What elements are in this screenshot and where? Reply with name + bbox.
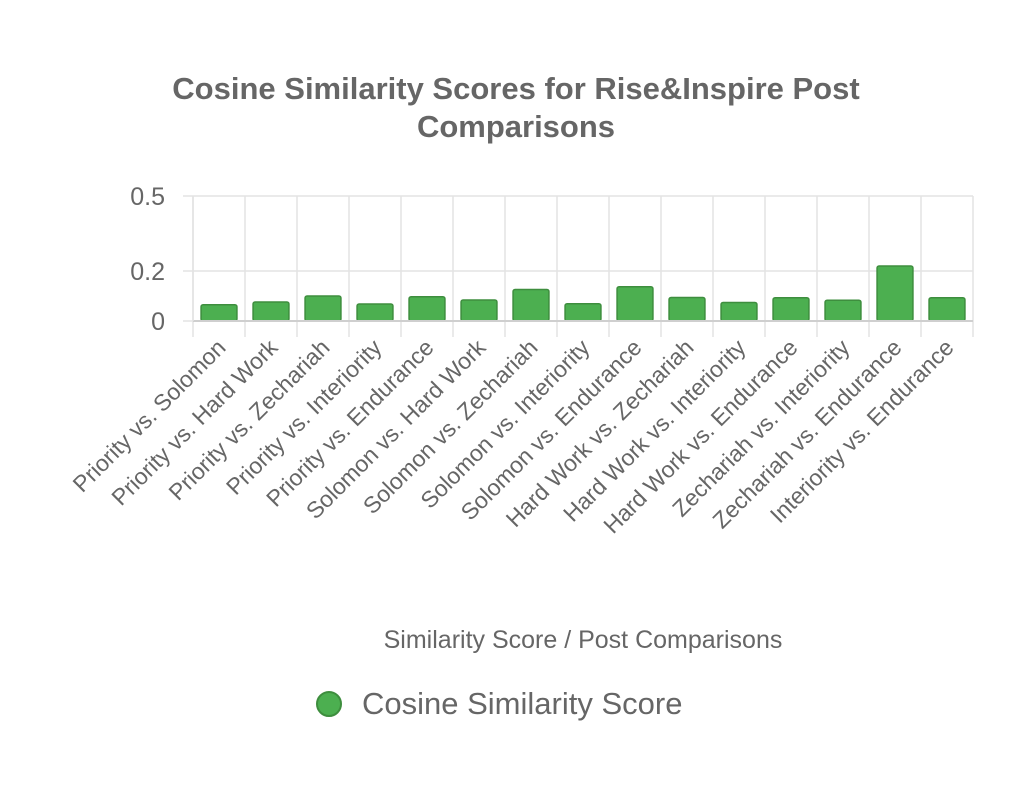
bar[interactable] — [824, 299, 862, 322]
bar[interactable] — [356, 303, 394, 322]
bar[interactable] — [876, 265, 914, 322]
bar[interactable] — [304, 295, 342, 322]
y-tick-label: 0.2 — [130, 258, 165, 286]
y-tick-label: 0 — [151, 308, 165, 336]
chart-title-line-2: Comparisons — [416, 109, 616, 144]
bar[interactable] — [928, 297, 966, 322]
legend-label: Cosine Similarity Score — [362, 686, 683, 721]
legend[interactable]: Cosine Similarity Score — [316, 686, 682, 722]
chart-title: Cosine Similarity Scores for Rise&Inspir… — [0, 70, 1024, 146]
bar[interactable] — [616, 286, 654, 322]
bar[interactable] — [772, 297, 810, 322]
bar[interactable] — [200, 304, 238, 322]
x-axis-title: Similarity Score / Post Comparisons — [384, 626, 783, 654]
bar[interactable] — [720, 301, 758, 322]
bar[interactable] — [564, 303, 602, 322]
bar[interactable] — [408, 296, 446, 322]
legend-swatch — [316, 691, 342, 717]
y-tick-label: 0.5 — [130, 183, 165, 211]
bar[interactable] — [460, 299, 498, 322]
grid-lines — [192, 195, 974, 337]
chart-title-line-1: Cosine Similarity Scores for Rise&Inspir… — [172, 71, 860, 106]
bar[interactable] — [668, 296, 706, 322]
bars — [200, 265, 966, 322]
bar[interactable] — [512, 288, 550, 322]
bar[interactable] — [252, 301, 290, 322]
axes — [183, 195, 973, 322]
